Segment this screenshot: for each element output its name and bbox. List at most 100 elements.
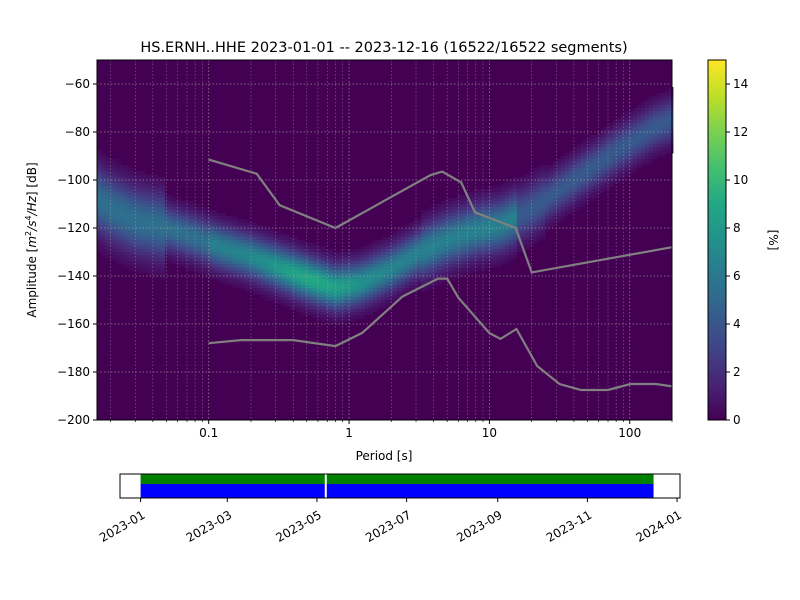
heatmap-cell — [585, 180, 590, 184]
heatmap-cell — [169, 198, 174, 202]
heatmap-cell — [509, 258, 514, 262]
heatmap-cell — [289, 276, 294, 280]
y-tick-label: −120 — [57, 221, 90, 235]
heatmap-cell — [601, 174, 606, 178]
heatmap-cell — [101, 153, 106, 157]
heatmap-cell — [645, 141, 650, 145]
heatmap-cell — [225, 267, 230, 271]
heatmap-cell — [321, 288, 326, 292]
colorbar-tick-label: 2 — [733, 365, 741, 379]
heatmap-cell — [533, 216, 538, 220]
heatmap-cell — [397, 264, 402, 268]
heatmap-cell — [281, 243, 286, 247]
heatmap-cell — [229, 258, 234, 262]
heatmap-cell — [341, 306, 346, 310]
heatmap-cell — [565, 189, 570, 193]
heatmap-cell — [125, 195, 130, 199]
heatmap-cell — [665, 93, 670, 97]
heatmap-cell — [449, 270, 454, 274]
heatmap-cell — [337, 300, 342, 304]
heatmap-cell — [269, 252, 274, 256]
heatmap-cell — [541, 228, 546, 232]
heatmap-cell — [109, 219, 114, 223]
heatmap-cell — [477, 225, 482, 229]
heatmap-cell — [301, 309, 306, 313]
heatmap-cell — [117, 201, 122, 205]
heatmap-cell — [289, 297, 294, 301]
heatmap-cell — [469, 267, 474, 271]
heatmap-cell — [613, 165, 618, 169]
heatmap-cell — [437, 249, 442, 253]
heatmap-cell — [597, 180, 602, 184]
heatmap-cell — [461, 207, 466, 211]
heatmap-cell — [457, 237, 462, 241]
heatmap-cell — [617, 159, 622, 163]
heatmap-cell — [149, 180, 154, 184]
heatmap-cell — [477, 243, 482, 247]
heatmap-cell — [173, 216, 178, 220]
heatmap-cell — [293, 300, 298, 304]
heatmap-cell — [241, 258, 246, 262]
heatmap-cell — [621, 144, 626, 148]
heatmap-cell — [513, 180, 518, 184]
heatmap-cell — [369, 249, 374, 253]
heatmap-cell — [633, 135, 638, 139]
heatmap-cell — [157, 258, 162, 262]
heatmap-cell — [661, 111, 666, 115]
heatmap-cell — [285, 282, 290, 286]
heatmap-cell — [609, 177, 614, 181]
heatmap-cell — [357, 297, 362, 301]
heatmap-cell — [489, 204, 494, 208]
heatmap-cell — [197, 249, 202, 253]
heatmap-cell — [281, 267, 286, 271]
heatmap-cell — [373, 279, 378, 283]
heatmap-cell — [97, 213, 102, 217]
heatmap-cell — [657, 135, 662, 139]
heatmap-cell — [437, 219, 442, 223]
heatmap-cell — [157, 219, 162, 223]
heatmap-cell — [149, 219, 154, 223]
heatmap-cell — [153, 222, 158, 226]
heatmap-cell — [593, 192, 598, 196]
heatmap-cell — [625, 156, 630, 160]
heatmap-cell — [157, 240, 162, 244]
heatmap-cell — [233, 222, 238, 226]
heatmap-cell — [265, 228, 270, 232]
heatmap-cell — [237, 267, 242, 271]
heatmap-cell — [105, 186, 110, 190]
heatmap-cell — [217, 261, 222, 265]
heatmap-cell — [621, 138, 626, 142]
heatmap-cell — [245, 234, 250, 238]
heatmap-cell — [665, 111, 670, 115]
heatmap-cell — [433, 273, 438, 277]
heatmap-cell — [397, 234, 402, 238]
heatmap-cell — [141, 201, 146, 205]
heatmap-cell — [165, 243, 170, 247]
heatmap-cell — [305, 279, 310, 283]
heatmap-cell — [249, 228, 254, 232]
heatmap-cell — [657, 99, 662, 103]
heatmap-cell — [393, 264, 398, 268]
heatmap-cell — [377, 276, 382, 280]
heatmap-cell — [485, 249, 490, 253]
heatmap-cell — [549, 168, 554, 172]
heatmap-cell — [541, 225, 546, 229]
heatmap-cell — [485, 222, 490, 226]
heatmap-cell — [313, 261, 318, 265]
heatmap-cell — [521, 177, 526, 181]
heatmap-cell — [121, 246, 126, 250]
heatmap-cell — [305, 303, 310, 307]
heatmap-cell — [577, 183, 582, 187]
heatmap-cell — [425, 267, 430, 271]
heatmap-cell — [161, 204, 166, 208]
heatmap-cell — [117, 243, 122, 247]
heatmap-cell — [97, 171, 102, 175]
heatmap-cell — [121, 219, 126, 223]
heatmap-cell — [261, 234, 266, 238]
heatmap-cell — [473, 225, 478, 229]
heatmap-cell — [441, 267, 446, 271]
heatmap-cell — [305, 258, 310, 262]
heatmap-cell — [305, 270, 310, 274]
chart-title: HS.ERNH..HHE 2023-01-01 -- 2023-12-16 (1… — [140, 40, 627, 56]
heatmap-cell — [669, 108, 674, 112]
